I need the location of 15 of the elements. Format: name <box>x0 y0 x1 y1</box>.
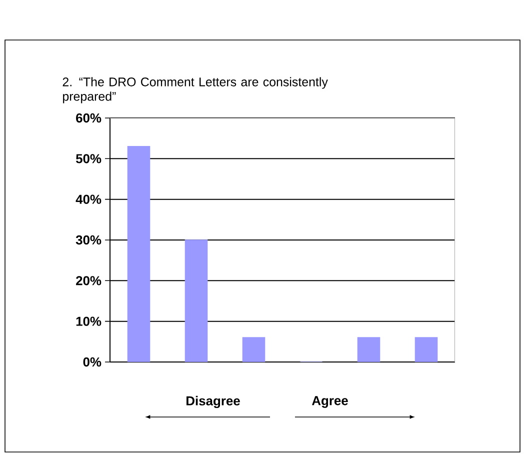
y-tick-label: 20% <box>76 276 102 286</box>
chart-title: 2. “The DRO Comment Letters are consistently prepared” <box>62 77 328 104</box>
text: Disagree <box>186 396 240 408</box>
y-tick-label: 40% <box>76 194 102 204</box>
bar <box>242 337 266 362</box>
text: Agree <box>312 396 348 408</box>
bar <box>127 146 150 362</box>
y-tick-label: 50% <box>76 154 102 164</box>
bar <box>184 240 208 362</box>
y-tick-label: 30% <box>76 235 102 245</box>
y-tick-label: 60% <box>76 113 102 123</box>
bar <box>414 337 438 362</box>
y-tick-label: 10% <box>76 316 102 326</box>
bar <box>357 337 380 362</box>
y-tick-label: 0% <box>83 357 102 367</box>
